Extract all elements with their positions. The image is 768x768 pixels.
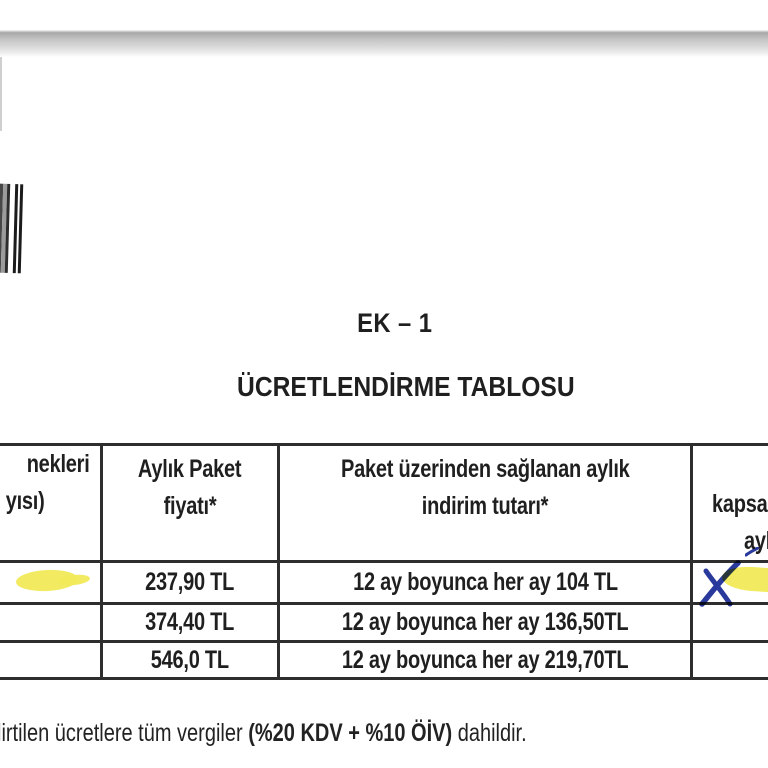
footnote-suffix: dahildir. — [452, 719, 527, 747]
annex-title-text: EK – 1 — [357, 308, 433, 338]
header-monthly-discount-column: Paket üzerinden sağlanan aylık indirim t… — [277, 443, 693, 563]
footnote-taxes: (%20 KDV + %10 ÖİV) — [248, 719, 453, 747]
header-scope-column: kapsa ayl — [690, 443, 768, 563]
cell-monthly-discount: 12 ay boyunca her ay 219,70TL — [277, 640, 693, 680]
document-title: ÜCRETLENDİRME TABLOSU — [0, 371, 768, 403]
footnote-prefix: lirtilen ücretlere tüm vergiler — [0, 719, 249, 747]
viewer-divider-bar — [0, 30, 768, 57]
document-title-text: ÜCRETLENDİRME TABLOSU — [237, 371, 575, 402]
header-col1-line1: nekleri — [27, 450, 90, 478]
header-col1-line2: yısı) — [6, 487, 45, 515]
cell-monthly-price: 546,0 TL — [100, 640, 280, 680]
header-monthly-price-column: Aylık Paket fiyatı* — [100, 443, 280, 563]
x-mark-annotation — [699, 560, 741, 607]
table-row: fa 546,0 TL 12 ay boyunca her ay 219,70T… — [0, 640, 768, 680]
cell-package-name: fa — [0, 602, 103, 643]
table-row: fa 237,90 TL 12 ay boyunca her ay 104 TL — [0, 560, 768, 605]
page-edge-line — [0, 57, 2, 131]
cell-selection — [690, 602, 768, 643]
header-package-options-column: nekleri yısı) — [0, 443, 103, 563]
pen-tick-annotation — [745, 547, 759, 557]
cell-package-name: fa — [0, 640, 103, 680]
barcode-bar — [17, 184, 24, 274]
header-col2-line1: Aylık Paket — [138, 455, 242, 483]
cell-monthly-price: 374,40 TL — [100, 602, 280, 643]
cell-monthly-discount: 12 ay boyunca her ay 104 TL — [277, 560, 693, 605]
cell-selection — [690, 640, 768, 680]
annex-title: EK – 1 — [0, 308, 768, 339]
barcode-icon — [0, 183, 25, 274]
header-col4-line1: kapsa — [712, 490, 768, 518]
cell-monthly-discount: 12 ay boyunca her ay 136,50TL — [277, 602, 693, 643]
footnote: lirtilen ücretlere tüm vergiler (%20 KDV… — [0, 719, 768, 748]
table-row: fa 374,40 TL 12 ay boyunca her ay 136,50… — [0, 602, 768, 643]
cell-monthly-price: 237,90 TL — [100, 560, 280, 605]
header-col3-line2: indirim tutarı* — [421, 492, 549, 520]
header-col2-line2: fiyatı* — [163, 492, 217, 520]
header-col3-line1: Paket üzerinden sağlanan aylık — [340, 455, 630, 483]
pricing-table: nekleri yısı) Aylık Paket fiyatı* Paket … — [0, 443, 768, 680]
table-header-row: nekleri yısı) Aylık Paket fiyatı* Paket … — [0, 443, 768, 563]
